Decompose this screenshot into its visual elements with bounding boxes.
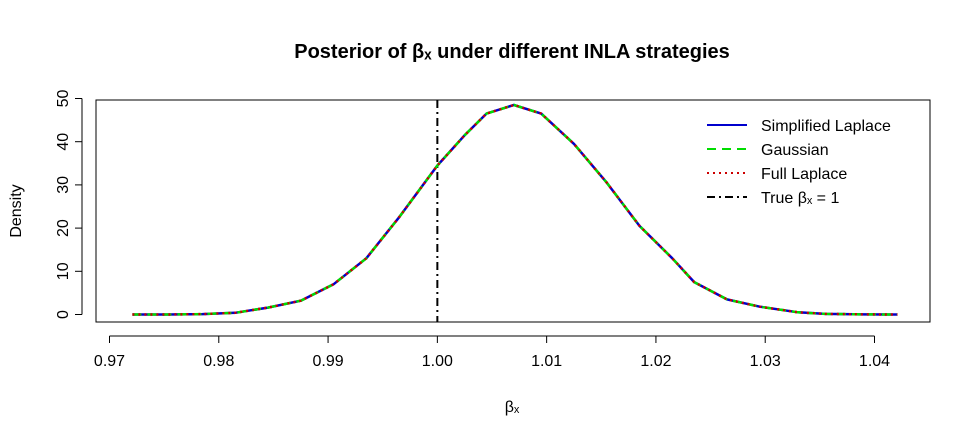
legend: Simplified Laplace Gaussian Full Laplace Tr…	[707, 118, 891, 207]
x-tick-label: 1.00	[422, 353, 453, 370]
legend-label: True βₓ = 1	[761, 190, 839, 207]
x-tick-label: 0.98	[203, 353, 234, 370]
y-tick-label: 0	[55, 310, 72, 319]
y-tick-label: 30	[55, 176, 72, 194]
y-tick-label: 50	[55, 90, 72, 108]
series-line-full-laplace	[132, 103, 898, 316]
legend-label: Gaussian	[761, 142, 829, 159]
y-tick-label: 10	[55, 262, 72, 280]
x-tick-label: 1.01	[531, 353, 562, 370]
series-line-simplified-laplace	[132, 103, 898, 316]
y-axis-label: Density	[8, 184, 25, 237]
plot-frame	[95, 99, 931, 323]
x-tick-label: 1.04	[859, 353, 890, 370]
x-tick-label: 1.02	[640, 353, 671, 370]
legend-label: Simplified Laplace	[761, 118, 891, 135]
x-tick-label: 1.03	[750, 353, 781, 370]
chart-title: Posterior of βₓ under different INLA str…	[294, 41, 730, 63]
plot-lines	[132, 100, 898, 322]
series-line-gaussian	[132, 103, 898, 316]
x-axis: 0.97 0.98 0.99 1.00 1.01 1.02 1.03 1.04	[94, 335, 890, 370]
x-tick-label: 0.99	[313, 353, 344, 370]
x-tick-label: 0.97	[94, 353, 125, 370]
x-axis-label: βₓ	[505, 399, 520, 416]
y-tick-label: 40	[55, 133, 72, 151]
y-tick-label: 20	[55, 219, 72, 237]
y-axis: 0 10 20 30 40 50	[55, 90, 83, 319]
legend-label: Full Laplace	[761, 166, 847, 183]
